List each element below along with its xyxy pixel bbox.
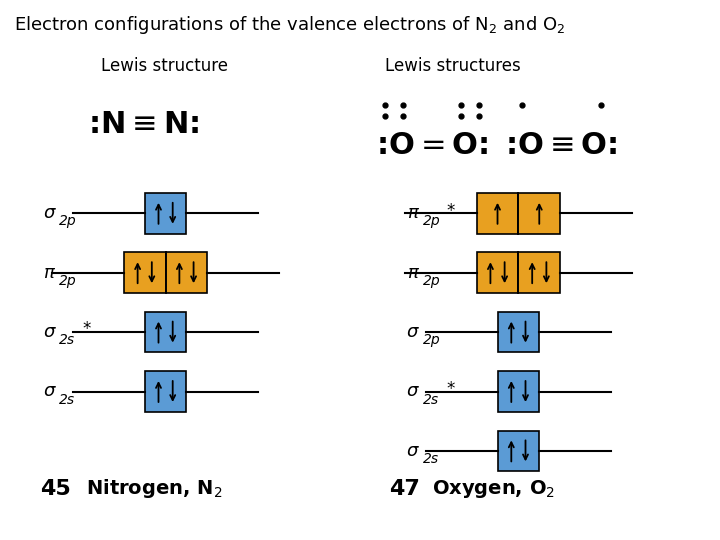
- Text: σ: σ: [43, 382, 55, 401]
- Text: *: *: [446, 201, 455, 220]
- Text: π: π: [407, 204, 418, 222]
- Bar: [498, 372, 539, 411]
- Text: 2s: 2s: [59, 393, 75, 407]
- Text: σ: σ: [407, 442, 418, 460]
- Text: σ: σ: [407, 323, 418, 341]
- Text: 45: 45: [40, 478, 71, 499]
- Text: σ: σ: [407, 382, 418, 401]
- Bar: [166, 252, 207, 293]
- Text: *: *: [83, 320, 91, 339]
- Bar: [498, 312, 539, 352]
- Text: π: π: [407, 264, 418, 282]
- Text: Lewis structure: Lewis structure: [101, 57, 228, 75]
- Text: 2p: 2p: [423, 333, 440, 347]
- Text: 2s: 2s: [59, 333, 75, 347]
- Text: σ: σ: [43, 204, 55, 222]
- Text: 2s: 2s: [423, 452, 438, 466]
- Bar: [498, 431, 539, 471]
- Bar: [477, 193, 518, 233]
- Text: π: π: [43, 264, 54, 282]
- Text: 2p: 2p: [423, 214, 440, 228]
- Text: *: *: [446, 380, 455, 398]
- Bar: [477, 252, 518, 293]
- Text: 2p: 2p: [59, 274, 76, 288]
- Bar: [518, 252, 560, 293]
- Text: :O$=$O:: :O$=$O:: [376, 131, 488, 160]
- Bar: [518, 193, 560, 233]
- Text: Lewis structures: Lewis structures: [385, 57, 521, 75]
- Bar: [145, 193, 186, 233]
- Text: :N$\equiv$N:: :N$\equiv$N:: [89, 110, 199, 139]
- Text: 47: 47: [389, 478, 420, 499]
- Bar: [145, 312, 186, 352]
- Bar: [124, 252, 166, 293]
- Text: Nitrogen, N$_2$: Nitrogen, N$_2$: [86, 477, 222, 500]
- Text: 2s: 2s: [423, 393, 438, 407]
- Text: 2p: 2p: [59, 214, 76, 228]
- Bar: [145, 372, 186, 411]
- Text: Oxygen, O$_2$: Oxygen, O$_2$: [432, 478, 555, 500]
- Text: Electron configurations of the valence electrons of N$_2$ and O$_2$: Electron configurations of the valence e…: [14, 14, 566, 36]
- Text: :O$\equiv$O:: :O$\equiv$O:: [505, 131, 618, 160]
- Text: σ: σ: [43, 323, 55, 341]
- Text: 2p: 2p: [423, 274, 440, 288]
